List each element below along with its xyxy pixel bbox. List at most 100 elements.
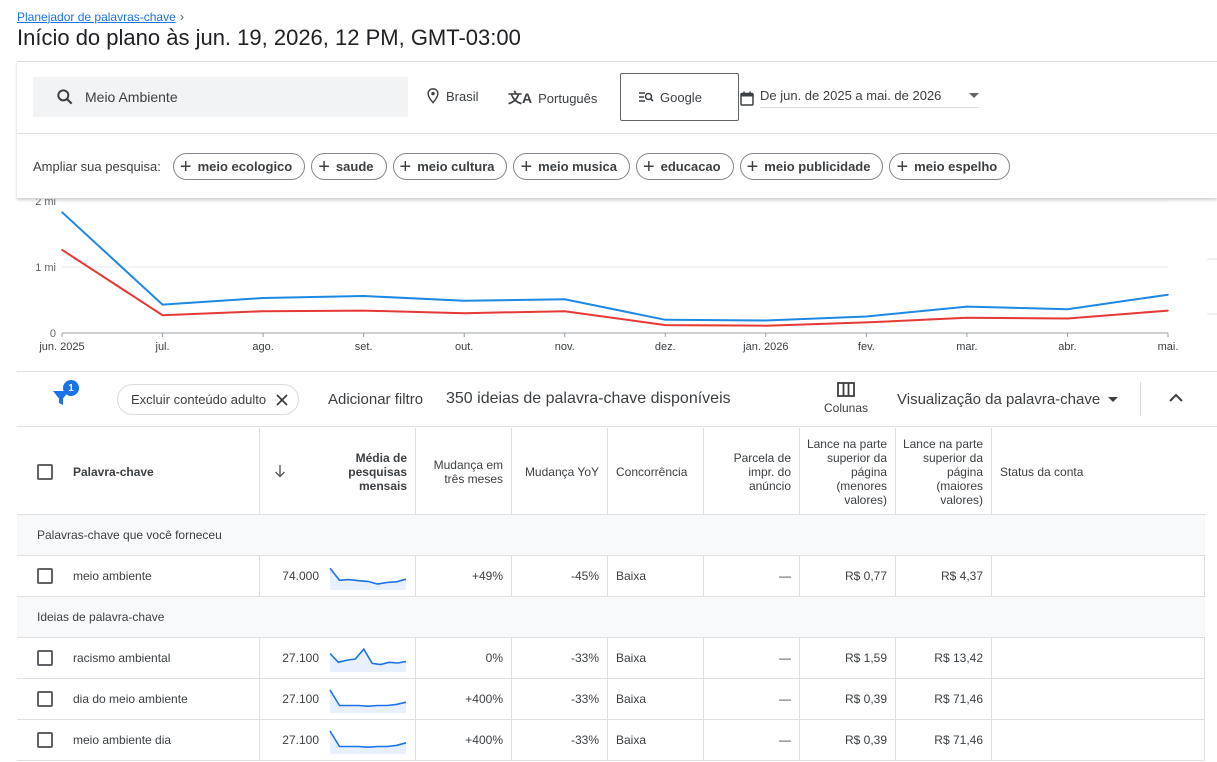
date-range-label: De jun. de 2025 a mai. de 2026	[760, 88, 942, 103]
refine-chip[interactable]: + meio publicidade	[739, 153, 884, 180]
data-point	[463, 299, 465, 302]
data-point	[563, 310, 566, 313]
row-checkbox[interactable]	[37, 691, 53, 707]
search-engine-selector[interactable]: Google	[620, 73, 739, 121]
plus-icon: +	[179, 155, 192, 178]
keyword-cell: dia do meio ambiente	[17, 679, 260, 719]
avg-searches-cell: 27.100	[260, 638, 416, 678]
panel-divider	[17, 133, 1217, 134]
add-filter-button[interactable]: Adicionar filtro	[328, 391, 424, 408]
data-point	[362, 309, 365, 312]
section-keyword-ideas: Ideias de palavra-chave	[17, 597, 1205, 638]
bid-low-cell: R$ 1,59	[800, 638, 896, 678]
data-point	[664, 324, 667, 326]
header-yoy-change[interactable]: Mudança YoY	[512, 428, 608, 515]
breadcrumb-link[interactable]: Planejador de palavras-chave	[17, 9, 176, 24]
data-point	[1066, 308, 1069, 311]
bid-low-cell: R$ 0,39	[800, 720, 896, 760]
section-provided-keywords: Palavras-chave que você forneceu	[17, 515, 1205, 556]
x-tick-label: dez.	[655, 341, 676, 353]
adult-filter-label: Excluir conteúdo adulto	[131, 392, 267, 407]
row-checkbox[interactable]	[37, 732, 53, 748]
header-bid-low[interactable]: Lance na parte superior da página (menor…	[800, 428, 896, 515]
keyword-cell: meio ambiente	[17, 556, 260, 596]
row-checkbox[interactable]	[37, 650, 53, 666]
refine-chip[interactable]: + meio cultura	[392, 153, 508, 180]
table-row[interactable]: racismo ambiental 27.100 0% -33% Baixa — R$ 1,…	[17, 638, 1205, 679]
trend-sparkline	[329, 647, 407, 672]
x-tick-label: jan. 2026	[742, 341, 788, 353]
header-competition[interactable]: Concorrência	[608, 428, 704, 515]
data-point	[463, 312, 465, 314]
header-impression-share[interactable]: Parcela de impr. do anúncio	[704, 428, 800, 515]
location-selector[interactable]: Brasil	[426, 88, 479, 104]
avg-searches-value: 74.000	[282, 569, 319, 583]
refine-chip[interactable]: + saude	[311, 153, 387, 180]
table-row[interactable]: dia do meio ambiente 27.100 +400% -33% Baixa…	[17, 679, 1205, 720]
close-icon[interactable]	[276, 393, 288, 406]
table-row[interactable]: meio ambiente dia 27.100 +400% -33% Baixa — R$…	[17, 720, 1205, 761]
refine-chip[interactable]: + meio ecologico	[172, 153, 306, 180]
data-point	[262, 310, 264, 313]
adult-content-filter-chip[interactable]: Excluir conteúdo adulto	[117, 384, 300, 415]
toolbar-divider	[1140, 382, 1141, 416]
collapse-button[interactable]	[1169, 390, 1183, 408]
impression-share-cell: —	[704, 679, 800, 719]
plus-icon: +	[520, 155, 533, 178]
table-header: Palavra-chave Média de pesquisas mensais…	[17, 428, 1205, 515]
avg-searches-cell: 27.100	[260, 679, 416, 719]
plus-icon: +	[896, 155, 909, 178]
view-selector[interactable]: Visualização da palavra-chave	[897, 391, 1119, 408]
keyword-cell: meio ambiente dia	[17, 720, 260, 760]
search-query: Meio Ambiente	[85, 89, 178, 105]
x-tick-label: nov.	[555, 341, 575, 353]
refine-chip[interactable]: + meio musica	[513, 153, 630, 180]
select-all-checkbox[interactable]	[37, 463, 53, 480]
refine-chip[interactable]: + meio espelho	[889, 153, 1011, 180]
series-line-1	[61, 211, 1169, 322]
plus-icon: +	[746, 155, 759, 178]
data-point	[966, 305, 968, 308]
header-account-status[interactable]: Status da conta	[1000, 464, 1084, 479]
filter-icon[interactable]	[52, 389, 70, 412]
search-input[interactable]: Meio Ambiente	[33, 77, 408, 117]
header-three-month-change[interactable]: Mudança em três meses	[416, 428, 512, 515]
three-month-cell: 0%	[416, 638, 512, 678]
plus-icon: +	[399, 155, 412, 178]
trend-sparkline	[329, 689, 407, 713]
trend-sparkline	[329, 567, 407, 590]
competition-cell: Baixa	[608, 556, 704, 596]
row-checkbox[interactable]	[37, 568, 53, 584]
x-tick-label: jun. 2025	[38, 341, 84, 353]
language-selector[interactable]: 文A Português	[508, 88, 597, 108]
avg-searches-cell: 74.000	[260, 556, 416, 596]
three-month-cell: +400%	[416, 679, 512, 719]
refine-search: Ampliar sua pesquisa: + meio ecologico + s…	[33, 153, 1011, 180]
keyword-text: racismo ambiental	[73, 651, 171, 665]
columns-button[interactable]: Colunas	[824, 382, 868, 415]
data-point	[865, 321, 868, 324]
header-keyword[interactable]: Palavra-chave	[17, 428, 260, 515]
chevron-right-icon: ›	[179, 9, 185, 24]
header-avg-searches[interactable]: Média de pesquisas mensais	[260, 428, 416, 515]
keyword-text: meio ambiente	[73, 569, 152, 583]
calendar-icon	[740, 91, 754, 106]
yoy-cell: -45%	[512, 556, 608, 596]
three-month-cell: +49%	[416, 556, 512, 596]
avg-searches-cell: 27.100	[260, 720, 416, 760]
arrow-down-icon	[274, 465, 286, 478]
impression-share-cell: —	[704, 556, 800, 596]
date-range-selector[interactable]: De jun. de 2025 a mai. de 2026	[740, 88, 980, 108]
impression-share-cell: —	[704, 638, 800, 678]
header-bid-high[interactable]: Lance na parte superior da página (maior…	[896, 428, 992, 515]
y-tick-label: 1 mi	[35, 262, 56, 274]
refine-chip[interactable]: + educacao	[635, 153, 734, 180]
competition-cell: Baixa	[608, 720, 704, 760]
x-tick-label: fev.	[858, 341, 875, 353]
table-row[interactable]: meio ambiente 74.000 +49% -45% Baixa — R$ 0,77…	[17, 556, 1205, 597]
keyword-cell: racismo ambiental	[17, 638, 260, 678]
series-line-2	[61, 248, 1169, 327]
x-tick-label: set.	[355, 341, 373, 353]
plus-icon: +	[642, 155, 655, 178]
columns-label: Colunas	[824, 401, 869, 415]
